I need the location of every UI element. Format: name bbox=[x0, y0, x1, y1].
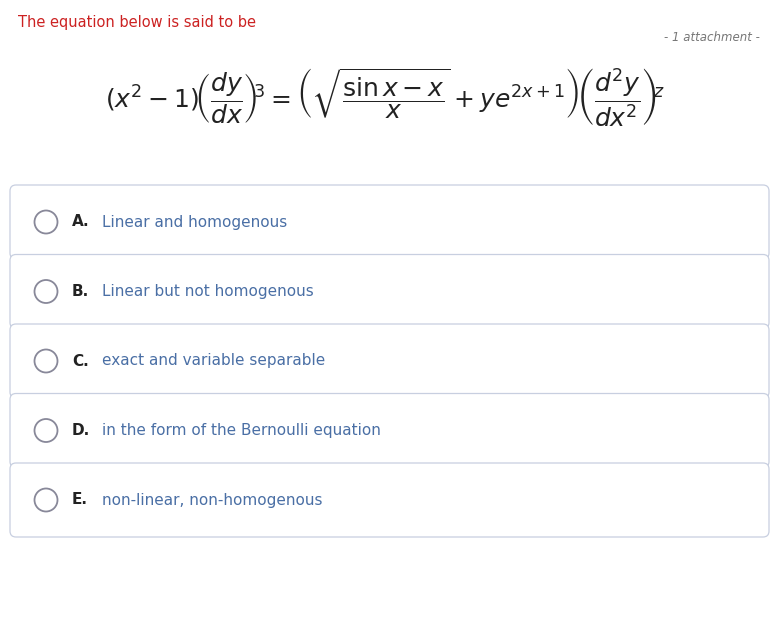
FancyBboxPatch shape bbox=[10, 185, 769, 259]
Circle shape bbox=[34, 419, 58, 442]
Text: Linear and homogenous: Linear and homogenous bbox=[102, 215, 287, 230]
Circle shape bbox=[34, 280, 58, 303]
Text: - 1 attachment -: - 1 attachment - bbox=[664, 31, 760, 44]
Circle shape bbox=[34, 350, 58, 372]
Text: $(x^2 - 1)\!\left(\dfrac{dy}{dx}\right)^{\!\!3} = \left(\sqrt{\dfrac{\sin x - x}: $(x^2 - 1)\!\left(\dfrac{dy}{dx}\right)^… bbox=[105, 66, 665, 129]
FancyBboxPatch shape bbox=[10, 463, 769, 537]
Text: C.: C. bbox=[72, 354, 89, 368]
Text: E.: E. bbox=[72, 493, 88, 507]
Circle shape bbox=[34, 489, 58, 511]
Text: exact and variable separable: exact and variable separable bbox=[102, 354, 326, 368]
Circle shape bbox=[34, 210, 58, 233]
Text: D.: D. bbox=[72, 423, 90, 438]
FancyBboxPatch shape bbox=[10, 394, 769, 467]
Text: A.: A. bbox=[72, 215, 90, 230]
FancyBboxPatch shape bbox=[10, 324, 769, 398]
Text: in the form of the Bernoulli equation: in the form of the Bernoulli equation bbox=[102, 423, 381, 438]
Text: The equation below is said to be: The equation below is said to be bbox=[18, 15, 256, 30]
Text: B.: B. bbox=[72, 284, 90, 299]
FancyBboxPatch shape bbox=[10, 255, 769, 329]
Text: non-linear, non-homogenous: non-linear, non-homogenous bbox=[102, 493, 323, 507]
Text: Linear but not homogenous: Linear but not homogenous bbox=[102, 284, 314, 299]
